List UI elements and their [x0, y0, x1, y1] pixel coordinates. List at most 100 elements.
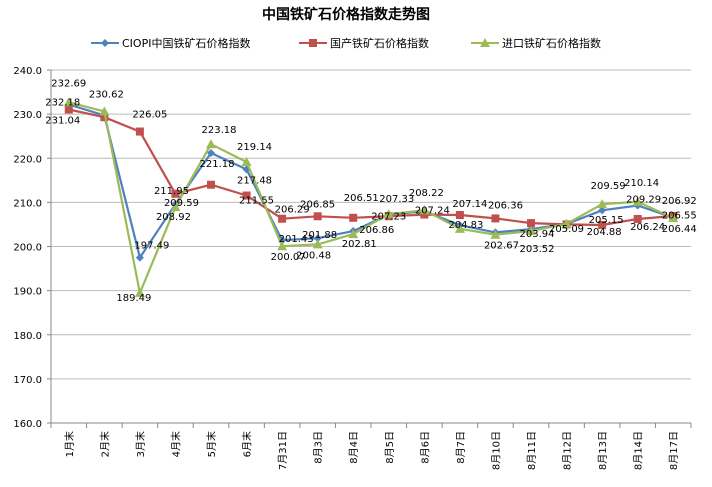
x-tick-label: 3月末	[134, 431, 147, 457]
series-point-2	[63, 97, 74, 107]
data-label: 207.24	[415, 206, 450, 217]
data-label: 204.88	[587, 227, 622, 238]
x-tick-label: 7月31日	[277, 431, 289, 470]
data-label: 206.55	[662, 211, 697, 222]
series-point-2	[170, 202, 181, 212]
data-label: 207.23	[371, 212, 406, 223]
data-label: 217.48	[237, 175, 272, 186]
series-point-1	[633, 214, 642, 223]
series-point-2	[277, 241, 288, 251]
data-label: 200.07	[271, 252, 306, 263]
legend-label-imported: 进口铁矿石价格指数	[502, 36, 601, 50]
series-point-1	[349, 213, 358, 222]
series-point-2	[312, 239, 323, 249]
y-tick-label: 190.0	[13, 287, 42, 298]
x-tick-label: 8月5日	[384, 431, 396, 464]
series-point-0	[207, 149, 215, 158]
data-label: 203.94	[520, 229, 555, 240]
data-label: 210.14	[624, 178, 659, 189]
x-tick-label: 2月末	[98, 431, 111, 457]
series-point-1	[313, 212, 322, 221]
series-point-2	[561, 218, 572, 228]
data-label: 226.05	[132, 110, 167, 121]
data-label: 207.14	[452, 199, 487, 210]
y-tick-label: 170.0	[13, 375, 42, 386]
series-point-2	[632, 196, 643, 206]
data-label: 202.81	[342, 239, 377, 250]
x-tick-label: 4月末	[169, 431, 182, 457]
x-tick-label: 8月17日	[668, 431, 680, 470]
legend: CIOPI中国铁矿石价格指数 国产铁矿石价格指数 进口铁矿石价格指数	[91, 36, 601, 50]
series-point-1	[278, 214, 287, 223]
data-label: 205.09	[549, 224, 584, 235]
data-label: 205.15	[589, 215, 624, 226]
y-tick-label: 180.0	[13, 331, 42, 342]
x-tick-label: 8月4日	[348, 431, 360, 464]
series-point-1	[455, 210, 464, 219]
series-point-1	[135, 127, 144, 136]
data-label: 208.22	[409, 188, 444, 199]
x-tick-label: 1月末	[63, 431, 76, 457]
data-label: 209.59	[591, 181, 626, 192]
series-point-2	[383, 209, 394, 219]
x-tick-label: 6月末	[241, 431, 254, 457]
series-line-1	[68, 108, 674, 227]
data-label: 206.51	[344, 193, 379, 204]
data-label: 200.48	[296, 250, 331, 261]
data-label: 211.95	[154, 186, 189, 197]
series-point-0	[598, 206, 607, 215]
x-tick-label: 8月14日	[633, 431, 645, 470]
legend-label-domestic: 国产铁矿石价格指数	[330, 36, 429, 50]
chart-title: 中国铁矿石价格指数走势图	[262, 6, 430, 23]
legend-item-imported: 进口铁矿石价格指数	[471, 36, 601, 50]
series-point-1	[598, 220, 607, 229]
data-label: 204.83	[448, 220, 483, 231]
data-label: 206.44	[662, 224, 697, 235]
data-label: 206.86	[359, 225, 394, 236]
data-label: 211.55	[239, 196, 274, 207]
x-tick-label: 8月11日	[526, 431, 538, 470]
series-point-2	[348, 229, 359, 239]
legend-marker-imported	[480, 38, 490, 47]
legend-label-ciopi: CIOPI中国铁矿石价格指数	[122, 36, 250, 50]
y-tick-label: 200.0	[13, 243, 42, 254]
series-point-1	[171, 189, 180, 198]
x-tick-label: 8月6日	[419, 431, 431, 464]
x-tick-label: 8月10日	[490, 431, 502, 470]
series-point-2	[206, 139, 216, 149]
y-tick-label: 240.0	[13, 66, 42, 77]
data-label: 197.49	[134, 241, 169, 252]
data-label: 206.24	[630, 222, 665, 233]
series-point-2	[526, 225, 536, 235]
data-label: 221.18	[200, 159, 235, 170]
data-label: 232.18	[45, 98, 80, 109]
series-point-0	[135, 253, 144, 262]
data-label: 231.04	[45, 116, 80, 127]
data-label: 208.92	[156, 212, 191, 223]
series-point-2	[668, 213, 679, 223]
data-label: 189.49	[116, 293, 151, 304]
data-label: 223.18	[202, 125, 237, 136]
y-tick-label: 230.0	[13, 110, 42, 121]
y-tick-label: 220.0	[13, 154, 42, 165]
series-point-2	[134, 287, 145, 297]
x-tick-label: 8月13日	[597, 431, 609, 470]
x-tick-label: 5月末	[205, 431, 218, 457]
series-point-1	[527, 219, 535, 228]
y-tick-label: 160.0	[13, 419, 42, 430]
data-label: 207.33	[379, 194, 414, 205]
plot-area: 160.0 170.0 180.0 190.0 200.0 210.0 220.0 230.0…	[13, 66, 696, 470]
data-label: 206.85	[300, 199, 335, 210]
legend-marker-domestic	[309, 39, 317, 47]
series-point-0	[313, 234, 322, 243]
data-label: 201.43	[279, 234, 314, 245]
series-point-2	[597, 199, 608, 209]
legend-item-domestic: 国产铁矿石价格指数	[299, 36, 429, 50]
legend-item-ciopi: CIOPI中国铁矿石价格指数	[91, 36, 250, 50]
data-label: 219.14	[237, 142, 272, 153]
series-point-2	[490, 229, 501, 239]
x-tick-label: 8月12日	[562, 431, 574, 470]
series-point-2	[99, 106, 110, 116]
series-point-1	[207, 180, 215, 189]
